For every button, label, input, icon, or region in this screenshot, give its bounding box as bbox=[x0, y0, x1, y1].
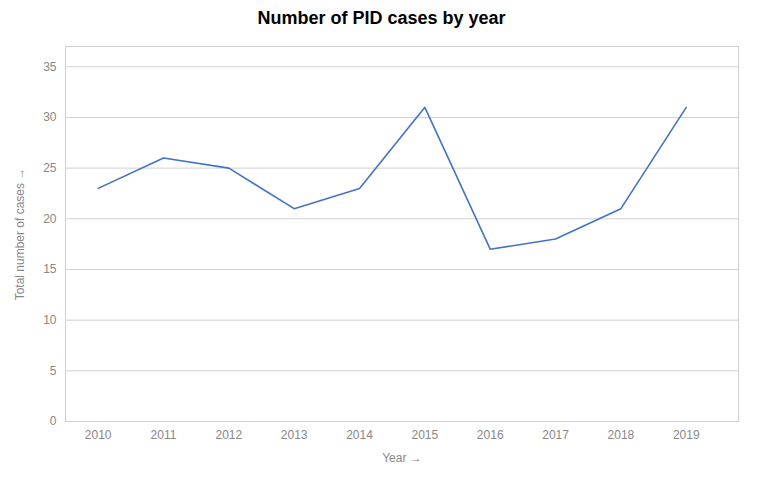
svg-text:2014: 2014 bbox=[346, 428, 373, 442]
svg-text:25: 25 bbox=[43, 161, 57, 175]
svg-text:2019: 2019 bbox=[673, 428, 700, 442]
svg-text:2011: 2011 bbox=[151, 428, 177, 442]
svg-text:2018: 2018 bbox=[608, 428, 635, 442]
svg-text:2016: 2016 bbox=[477, 428, 504, 442]
svg-text:30: 30 bbox=[43, 110, 57, 124]
svg-text:2017: 2017 bbox=[542, 428, 569, 442]
svg-text:20: 20 bbox=[43, 212, 57, 226]
svg-text:35: 35 bbox=[43, 60, 57, 74]
svg-text:10: 10 bbox=[43, 313, 57, 327]
svg-text:2010: 2010 bbox=[85, 428, 112, 442]
svg-text:0: 0 bbox=[50, 414, 57, 428]
html-text:Number of PID cases by year: Number of PID cases by year bbox=[257, 8, 506, 28]
svg-text:Year →: Year → bbox=[382, 451, 422, 465]
svg-text:2015: 2015 bbox=[412, 428, 439, 442]
svg-text:2013: 2013 bbox=[281, 428, 308, 442]
svg-text:Total number of cases →: Total number of cases → bbox=[13, 168, 27, 301]
svg-text:15: 15 bbox=[43, 262, 57, 276]
svg-text:5: 5 bbox=[50, 364, 57, 378]
svg-text:2012: 2012 bbox=[215, 428, 242, 442]
